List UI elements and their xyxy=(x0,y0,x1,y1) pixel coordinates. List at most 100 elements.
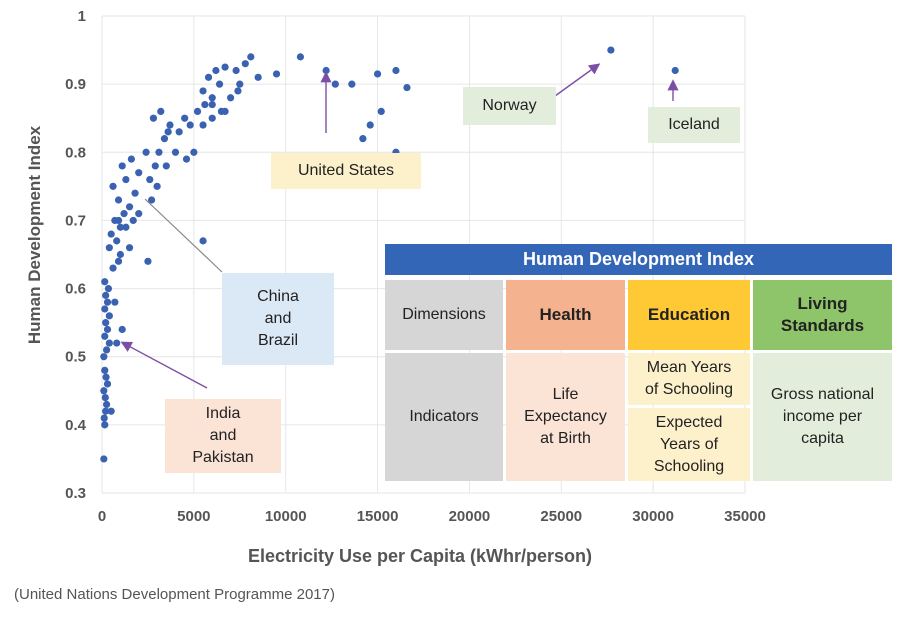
data-point xyxy=(131,189,139,197)
y-tick-label: 0.5 xyxy=(65,349,86,366)
data-point xyxy=(135,169,143,177)
data-point xyxy=(102,319,110,327)
mean-years-cell: Mean Years of Schooling xyxy=(628,353,750,405)
data-point xyxy=(144,257,152,265)
data-point xyxy=(101,332,109,340)
data-point xyxy=(100,455,108,463)
data-point xyxy=(102,373,110,381)
leader-china-brazil xyxy=(144,198,223,273)
data-point xyxy=(199,121,207,129)
data-point xyxy=(102,291,110,299)
x-axis-label: Electricity Use per Capita (kWhr/person) xyxy=(248,546,592,566)
data-point xyxy=(102,346,111,354)
data-point xyxy=(208,94,216,102)
data-point xyxy=(129,216,137,225)
data-point xyxy=(101,421,109,429)
data-point xyxy=(232,66,240,75)
annotation-arrows xyxy=(120,63,679,389)
data-point xyxy=(671,66,679,75)
data-point xyxy=(153,182,161,190)
data-point xyxy=(199,237,207,245)
data-point xyxy=(151,162,159,170)
data-point xyxy=(166,121,174,129)
x-tick-label: 5000 xyxy=(177,508,210,525)
y-tick-label: 1 xyxy=(78,8,86,25)
indicators-cell: Indicators xyxy=(385,353,503,481)
data-point xyxy=(164,128,172,136)
data-point xyxy=(116,223,124,231)
data-point xyxy=(254,73,262,81)
data-point xyxy=(403,83,411,92)
y-tick-label: 0.8 xyxy=(65,144,86,161)
data-point xyxy=(116,250,124,259)
annotation-india-pakistan: India and Pakistan xyxy=(165,399,281,473)
annotation-label: Norway xyxy=(482,97,537,114)
life-expectancy-label: Life Expectancy at Birth xyxy=(524,386,607,447)
data-point xyxy=(120,210,128,218)
data-point xyxy=(181,114,189,122)
data-point xyxy=(125,203,134,211)
data-point xyxy=(377,107,385,115)
data-point xyxy=(100,387,108,395)
y-tick-label: 0.7 xyxy=(65,212,86,229)
dimensions-label: Dimensions xyxy=(402,306,486,323)
annotation-label: China and Brazil xyxy=(257,288,299,349)
annotation-united-states: United States xyxy=(271,153,421,189)
life-expectancy-cell: Life Expectancy at Birth xyxy=(506,353,625,481)
x-tick-label: 30000 xyxy=(632,508,674,525)
data-point xyxy=(190,148,198,156)
data-point xyxy=(221,107,229,115)
data-point xyxy=(160,135,169,143)
data-point xyxy=(227,94,235,102)
education-label: Education xyxy=(647,305,731,324)
annotation-iceland: Iceland xyxy=(648,107,740,143)
data-point xyxy=(100,353,108,361)
x-tick-label: 35000 xyxy=(724,508,766,525)
indicators-label: Indicators xyxy=(409,408,479,425)
data-point xyxy=(104,284,113,293)
data-point xyxy=(105,312,113,320)
data-point xyxy=(201,100,209,109)
data-point xyxy=(348,80,356,88)
data-point xyxy=(162,162,170,170)
data-point xyxy=(114,196,123,204)
y-tick-labels: 0.3 0.4 0.5 0.6 0.7 0.8 0.9 1 xyxy=(65,8,87,502)
data-point xyxy=(109,264,117,272)
data-point xyxy=(241,60,249,68)
data-point xyxy=(125,244,134,252)
data-point xyxy=(100,414,108,422)
data-point xyxy=(135,210,143,218)
data-point xyxy=(118,325,126,334)
data-point xyxy=(212,66,220,75)
gni-label: Gross national income per capita xyxy=(770,386,875,447)
data-point xyxy=(103,380,112,388)
data-point xyxy=(208,114,216,122)
annotation-norway: Norway xyxy=(463,87,556,125)
data-point xyxy=(109,182,117,190)
data-point xyxy=(359,135,367,143)
data-point xyxy=(101,305,109,313)
data-point xyxy=(102,407,110,415)
data-point xyxy=(236,80,244,88)
y-tick-label: 0.3 xyxy=(65,485,86,502)
data-point xyxy=(186,121,194,129)
annotation-china-brazil: China and Brazil xyxy=(222,273,334,365)
hdi-table-title: Human Development Index xyxy=(385,244,892,275)
data-point xyxy=(118,162,126,170)
expected-years-label: Expected Years of Schooling xyxy=(653,413,725,475)
data-point xyxy=(114,216,123,225)
data-point xyxy=(208,100,216,109)
data-point xyxy=(149,114,158,122)
data-point xyxy=(373,70,382,78)
data-point xyxy=(103,325,112,334)
data-point xyxy=(127,155,135,163)
data-point xyxy=(366,121,374,129)
data-point xyxy=(105,339,113,347)
data-point xyxy=(331,80,339,88)
data-point xyxy=(148,196,156,204)
data-point xyxy=(107,230,115,238)
data-point xyxy=(215,80,224,88)
data-point xyxy=(392,66,400,75)
annotation-label: United States xyxy=(297,162,395,179)
mean-years-label: Mean Years of Schooling xyxy=(644,359,734,398)
